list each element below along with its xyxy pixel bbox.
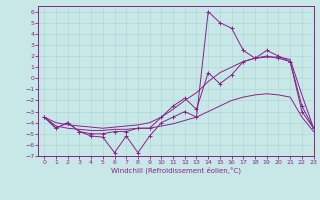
X-axis label: Windchill (Refroidissement éolien,°C): Windchill (Refroidissement éolien,°C) (111, 167, 241, 174)
